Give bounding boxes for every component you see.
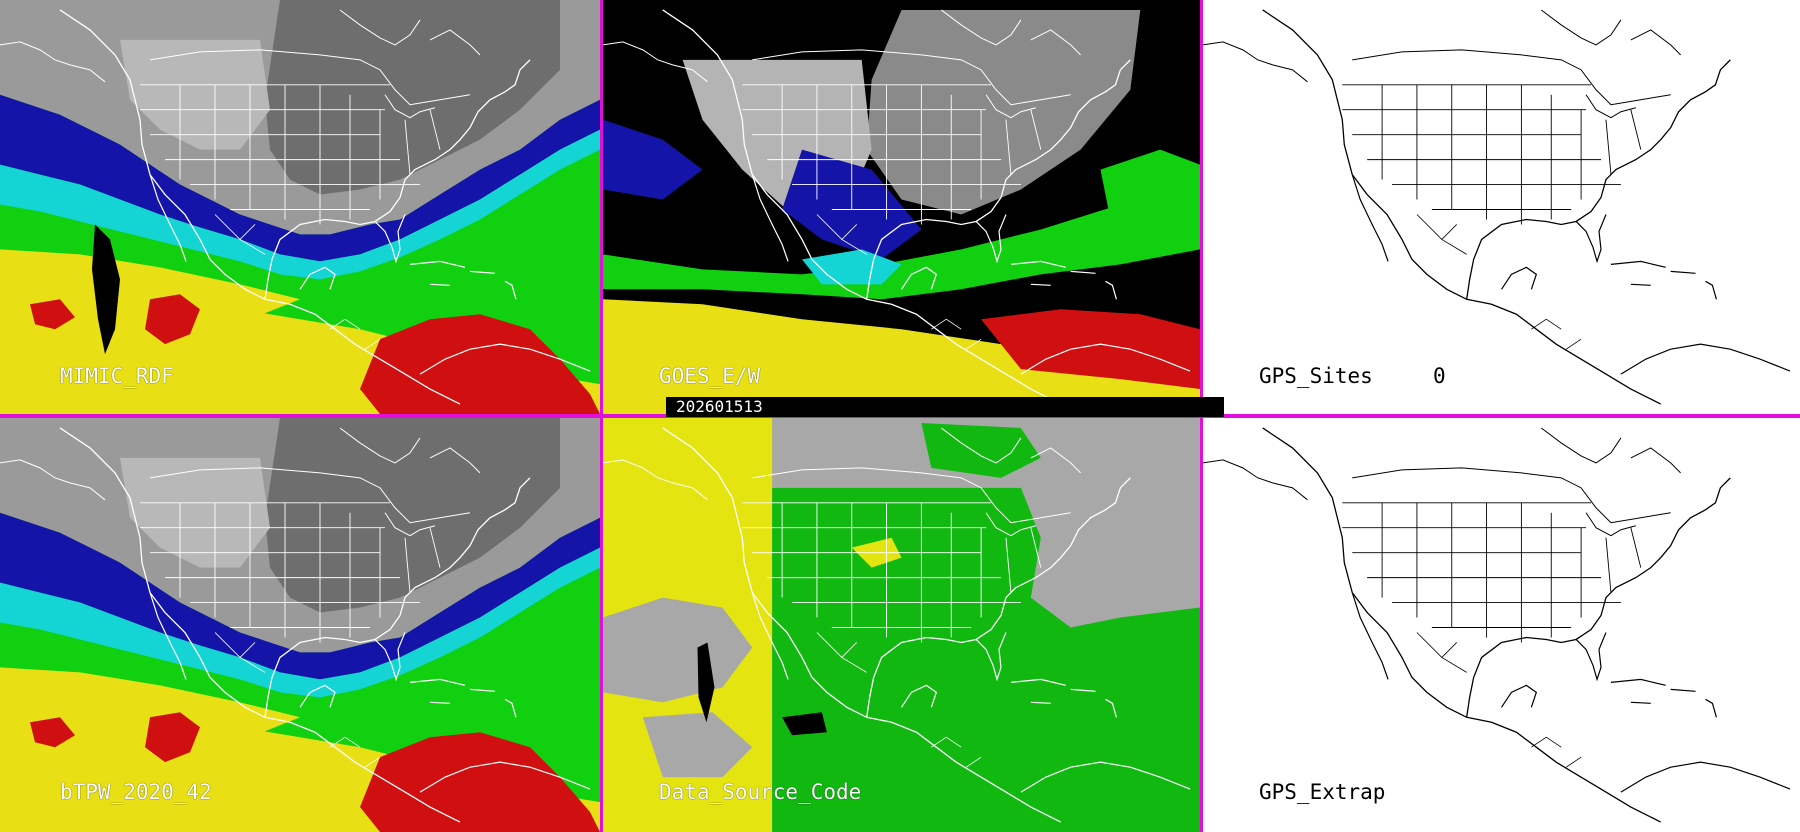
gps-extrap-map [1203, 418, 1800, 832]
btpw-panel: bTPW_2020_42 [0, 418, 600, 832]
btpw-map [0, 418, 600, 832]
gps-sites-map [1203, 0, 1800, 414]
gps-extrap-label: GPS_Extrap [1259, 780, 1386, 804]
goes-label: GOES_E/W [659, 364, 761, 388]
mimic-map [0, 0, 600, 414]
goes-map [603, 0, 1200, 414]
gps-sites-label: GPS_Sites [1259, 364, 1373, 388]
data-source-panel: Data_Source_Code [603, 418, 1200, 832]
gps-sites-count: 0 [1433, 364, 1446, 388]
gps-extrap-panel: GPS_Extrap [1203, 418, 1800, 832]
mimic-panel: MIMIC_RDF [0, 0, 600, 414]
timestamp-bar: 202601513 [666, 397, 1224, 417]
mimic-label: MIMIC_RDF [60, 364, 174, 388]
goes-panel: GOES_E/W [603, 0, 1200, 414]
gps-sites-panel: GPS_Sites 0 [1203, 0, 1800, 414]
btpw-label: bTPW_2020_42 [60, 780, 212, 804]
data-source-label: Data_Source_Code [659, 780, 862, 804]
data-source-map [603, 418, 1200, 832]
